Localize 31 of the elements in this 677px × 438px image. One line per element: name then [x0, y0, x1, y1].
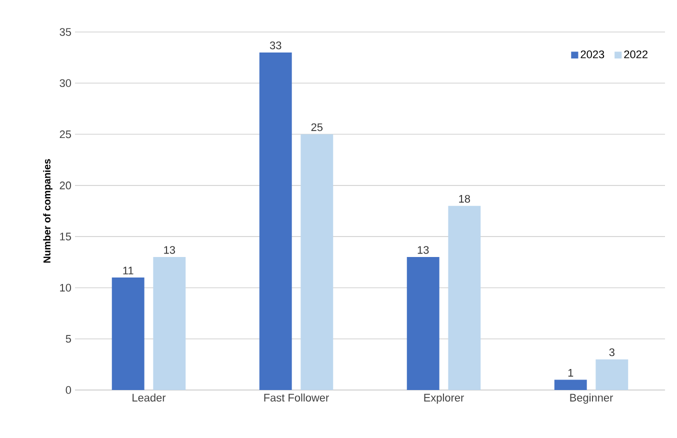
data-label: 18 — [459, 194, 470, 203]
x-tick-label: Beginner — [570, 394, 613, 404]
x-tick-label: Explorer — [424, 394, 464, 404]
x-tick-label: Fast Follower — [264, 394, 329, 402]
data-label: 33 — [270, 42, 282, 50]
y-tick-label: 0 — [66, 386, 72, 394]
y-tick-label: 30 — [60, 79, 72, 88]
data-label: 11 — [123, 266, 134, 274]
y-tick-label: 35 — [60, 28, 72, 36]
bar — [596, 359, 628, 390]
bar — [300, 134, 334, 390]
bar — [406, 257, 440, 390]
y-tick-label: 20 — [60, 182, 72, 190]
bar — [448, 206, 481, 390]
y-tick-label: 10 — [60, 284, 72, 292]
data-label: 13 — [164, 246, 176, 254]
legend-label: 2023 — [580, 50, 604, 58]
bar — [153, 257, 186, 390]
data-label: 3 — [609, 348, 614, 356]
y-tick-label: 25 — [60, 130, 72, 138]
data-label: 1 — [568, 369, 574, 377]
legend-label: 2022 — [624, 50, 648, 58]
x-tick-label: Leader — [132, 394, 166, 402]
data-label: 13 — [418, 246, 429, 254]
y-tick-label: 5 — [66, 335, 72, 343]
y-axis-title: Number of companies — [43, 159, 52, 263]
y-tick-label: 15 — [60, 232, 72, 240]
data-label: 25 — [311, 123, 323, 132]
bar — [259, 52, 292, 390]
bar — [554, 380, 587, 390]
bar — [112, 277, 144, 390]
